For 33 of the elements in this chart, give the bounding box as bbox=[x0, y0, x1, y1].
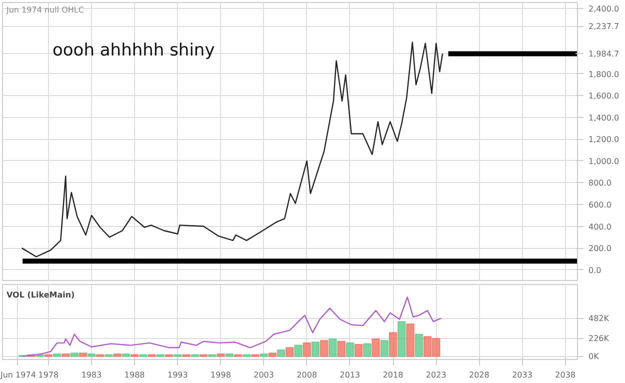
y-tick-label: 0K bbox=[588, 352, 600, 361]
x-tick-label: Jun 1974 bbox=[0, 370, 36, 380]
y-tick-label: 400.0 bbox=[588, 222, 612, 232]
x-tick-label: 1998 bbox=[210, 370, 231, 380]
x-tick-label: 2028 bbox=[468, 370, 490, 380]
annotation: Jun 1974 null OHLC bbox=[6, 6, 84, 14]
x-tick-label: 2033 bbox=[512, 370, 532, 380]
y-tick-label: 800.0 bbox=[588, 178, 612, 188]
y-tick-label: 482K bbox=[588, 314, 610, 323]
x-tick-label: 2023 bbox=[426, 370, 446, 380]
y-tick-label: 200.0 bbox=[588, 244, 612, 254]
y-tick-label: 1,600.0 bbox=[588, 92, 620, 101]
y-tick-label: 0.0 bbox=[588, 266, 602, 275]
x-tick-label: 1993 bbox=[167, 370, 188, 380]
annotation: oooh ahhhhh shiny bbox=[52, 40, 215, 60]
x-tick-label: 1978 bbox=[38, 370, 59, 380]
y-tick-label: 226K bbox=[588, 334, 610, 343]
x-tick-label: 2008 bbox=[296, 370, 318, 380]
text: VOL (LikeMain) bbox=[6, 290, 75, 300]
y-tick-label: 600.0 bbox=[588, 200, 612, 210]
x-tick-label: 1983 bbox=[81, 370, 102, 380]
x-tick-label: 2003 bbox=[254, 370, 274, 380]
x-tick-label: 2018 bbox=[382, 370, 404, 380]
y-tick-label: 1,800.0 bbox=[588, 70, 620, 79]
x-tick-label: 1988 bbox=[124, 370, 145, 380]
y-tick-label: 1,400.0 bbox=[588, 113, 620, 122]
y-tick-label: 2,237.7 bbox=[588, 22, 620, 32]
y-tick-label: 2,400.0 bbox=[588, 4, 620, 14]
y-tick-label: 1,200.0 bbox=[588, 135, 620, 144]
y-tick-label: 1,000.0 bbox=[588, 156, 620, 166]
x-tick-label: 2038 bbox=[555, 370, 576, 380]
y-tick-label: 1,984.7 bbox=[588, 50, 620, 59]
x-tick-label: 2013 bbox=[340, 370, 360, 380]
